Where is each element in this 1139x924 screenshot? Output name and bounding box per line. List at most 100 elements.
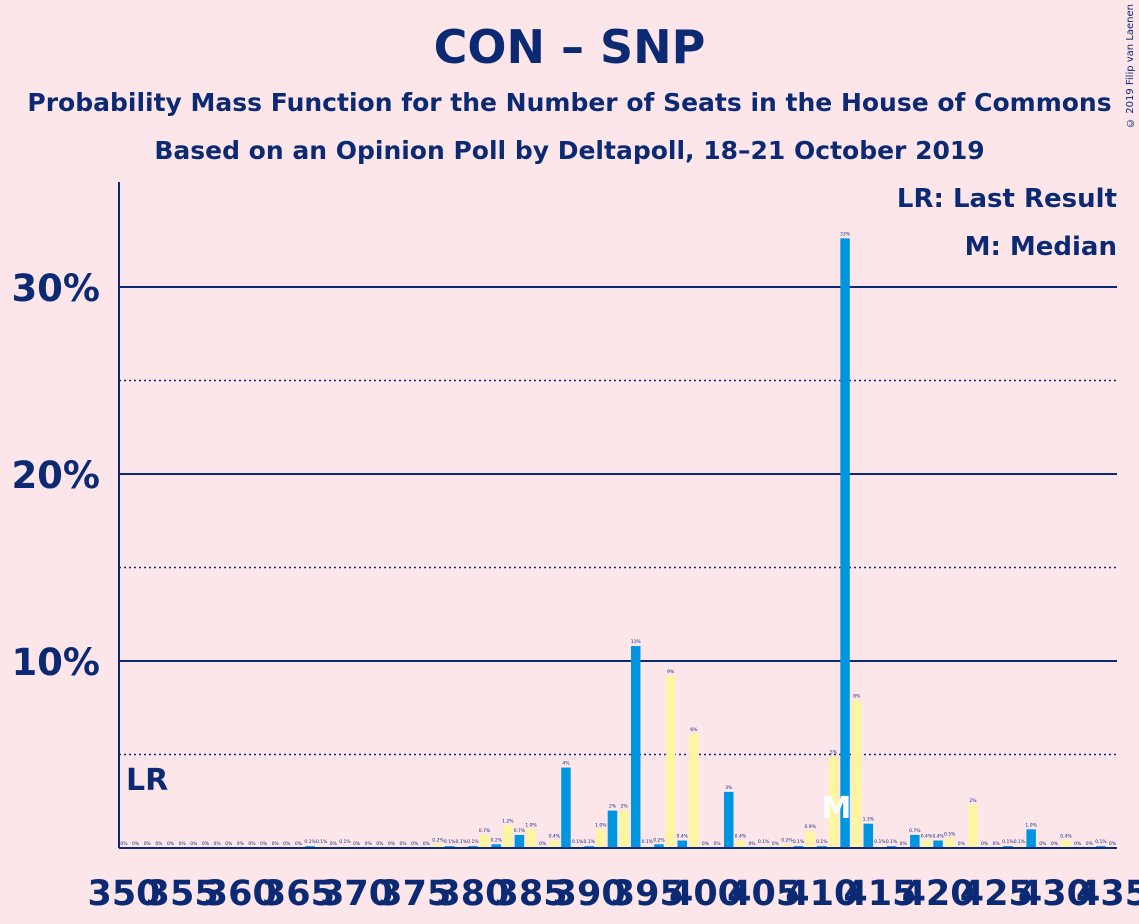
bar-402 xyxy=(724,791,734,848)
bar-label-365: 0% xyxy=(295,841,303,847)
bar-label-414: 1.3% xyxy=(863,817,875,823)
bar-label-360: 0% xyxy=(237,841,245,847)
bar-label-380: 0.1% xyxy=(467,839,479,845)
bar-label-387: 0.4% xyxy=(549,834,561,840)
bar-412 xyxy=(840,238,850,848)
y-tick-label: 20% xyxy=(11,454,100,497)
bar-label-425: 0% xyxy=(993,841,1001,847)
last-result-marker: LR xyxy=(126,763,168,798)
bar-428 xyxy=(1026,829,1036,848)
bar-label-429: 0% xyxy=(1039,841,1047,847)
bar-387 xyxy=(549,840,560,848)
x-tick-label: 395 xyxy=(611,874,684,914)
bar-label-420: 0.4% xyxy=(932,834,944,840)
chart-source: Based on an Opinion Poll by Deltapoll, 1… xyxy=(154,136,985,165)
bar-label-417: 0% xyxy=(900,841,908,847)
y-tick-label: 30% xyxy=(11,267,100,310)
bar-392 xyxy=(607,810,618,848)
bar-label-396: 0.2% xyxy=(653,837,665,843)
bar-label-434: 0.1% xyxy=(1095,839,1107,845)
bar-label-363: 0% xyxy=(272,841,280,847)
bar-382 xyxy=(491,844,501,848)
bar-label-407: 0.2% xyxy=(781,837,793,843)
bar-label-423: 2% xyxy=(969,798,977,804)
bar-label-385: 1.0% xyxy=(525,822,537,828)
bar-label-424: 0% xyxy=(981,841,989,847)
bar-label-383: 1.2% xyxy=(502,819,514,825)
bar-label-431: 0.4% xyxy=(1060,834,1072,840)
bar-label-358: 0% xyxy=(213,841,221,847)
bar-414 xyxy=(863,823,874,848)
bar-label-364: 0% xyxy=(283,841,291,847)
bar-label-416: 0.1% xyxy=(886,839,898,845)
bar-label-426: 0.1% xyxy=(1002,839,1014,845)
x-tick-label: 405 xyxy=(727,874,800,914)
bar-399 xyxy=(689,733,699,848)
bar-label-353: 0% xyxy=(155,841,163,847)
bar-413 xyxy=(851,700,862,848)
bar-381 xyxy=(479,834,490,848)
bar-403 xyxy=(735,840,746,848)
bar-393 xyxy=(619,810,629,848)
bar-418 xyxy=(910,834,920,848)
x-tick-label: 435 xyxy=(1076,874,1139,914)
x-tick-label: 370 xyxy=(320,874,393,914)
y-tick-label: 10% xyxy=(11,641,100,684)
bar-label-384: 0.7% xyxy=(514,828,526,834)
x-tick-label: 360 xyxy=(204,874,277,914)
x-tick-label: 415 xyxy=(843,874,916,914)
x-tick-label: 425 xyxy=(960,874,1033,914)
bar-label-367: 0.1% xyxy=(316,839,328,845)
bar-419 xyxy=(921,840,932,848)
bar-label-377: 0.2% xyxy=(432,837,444,843)
bar-label-362: 0% xyxy=(260,841,268,847)
bar-label-390: 0.1% xyxy=(583,839,595,845)
chart-title: CON – SNP xyxy=(433,20,706,74)
bar-label-413: 8% xyxy=(853,693,861,699)
x-tick-label: 365 xyxy=(262,874,335,914)
bar-label-381: 0.7% xyxy=(479,828,491,834)
bar-423 xyxy=(968,804,978,848)
bar-label-355: 0% xyxy=(179,841,187,847)
bar-411 xyxy=(828,756,839,848)
x-tick-label: 385 xyxy=(495,874,568,914)
bar-label-374: 0% xyxy=(400,841,408,847)
bar-394 xyxy=(630,646,641,848)
bar-label-382: 0.2% xyxy=(490,837,502,843)
bar-label-395: 0.1% xyxy=(642,839,654,845)
bar-398 xyxy=(677,840,687,848)
bar-label-361: 0% xyxy=(248,841,256,847)
bar-label-412: 33% xyxy=(840,231,851,237)
gridlines xyxy=(119,286,1117,756)
bar-label-428: 1.0% xyxy=(1025,822,1037,828)
bar-label-386: 0% xyxy=(539,841,547,847)
legend-median: M: Median xyxy=(964,232,1117,262)
bar-label-408: 0.1% xyxy=(793,839,805,845)
bar-label-403: 0.4% xyxy=(735,834,747,840)
bar-label-368: 0% xyxy=(330,841,338,847)
bar-label-421: 0.5% xyxy=(944,832,956,838)
bar-label-359: 0% xyxy=(225,841,233,847)
bar-label-422: 0% xyxy=(958,841,966,847)
bar-407 xyxy=(782,844,792,848)
bar-label-389: 0.1% xyxy=(572,839,584,845)
bar-label-401: 0% xyxy=(714,841,722,847)
bar-label-415: 0.1% xyxy=(874,839,886,845)
bar-label-397: 9% xyxy=(667,669,675,675)
x-tick-label: 380 xyxy=(436,874,509,914)
bar-label-391: 1.0% xyxy=(595,822,607,828)
bars xyxy=(305,238,1106,848)
bar-label-371: 0% xyxy=(365,841,373,847)
bar-label-404: 0% xyxy=(748,841,756,847)
bar-397 xyxy=(665,675,676,848)
bar-396 xyxy=(654,844,664,848)
bar-label-369: 0.1% xyxy=(339,839,351,845)
bar-labels: 0% 0% 0% 0% 0% 0% 0% 0% 0% 0% 0% 0% 0% 0% 0% 0% 0.1% 0.1%… xyxy=(120,231,1116,847)
bar-label-388: 4% xyxy=(562,761,570,767)
bar-label-375: 0% xyxy=(411,841,419,847)
bar-label-370: 0% xyxy=(353,841,361,847)
bar-377 xyxy=(433,844,443,848)
bar-420 xyxy=(933,840,943,848)
bar-label-392: 2% xyxy=(609,804,617,810)
